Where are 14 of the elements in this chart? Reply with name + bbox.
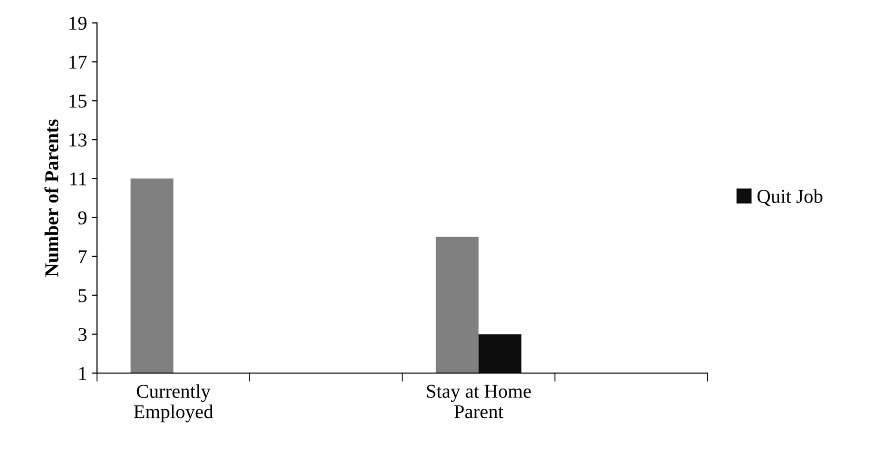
y-tick-label: 17 bbox=[70, 56, 87, 69]
y-tick-label: 1 bbox=[79, 367, 86, 380]
y-tick-label: 11 bbox=[70, 172, 86, 186]
y-tick-label: 19 bbox=[70, 16, 86, 30]
x-tick-label: Currently Employed bbox=[134, 384, 214, 422]
y-tick-label: 13 bbox=[70, 134, 87, 147]
y-tick-label: 15 bbox=[70, 94, 87, 108]
y-tick-label: 7 bbox=[78, 250, 87, 264]
y-tick-label: 3 bbox=[78, 328, 87, 342]
y-tick-label: 5 bbox=[78, 289, 87, 302]
y-tick-label: 9 bbox=[78, 211, 86, 224]
legend-label: Quit Job bbox=[758, 189, 822, 206]
y-axis-title: Number of Parents bbox=[44, 119, 58, 277]
x-tick-label: Stay at Home Parent bbox=[426, 384, 531, 418]
